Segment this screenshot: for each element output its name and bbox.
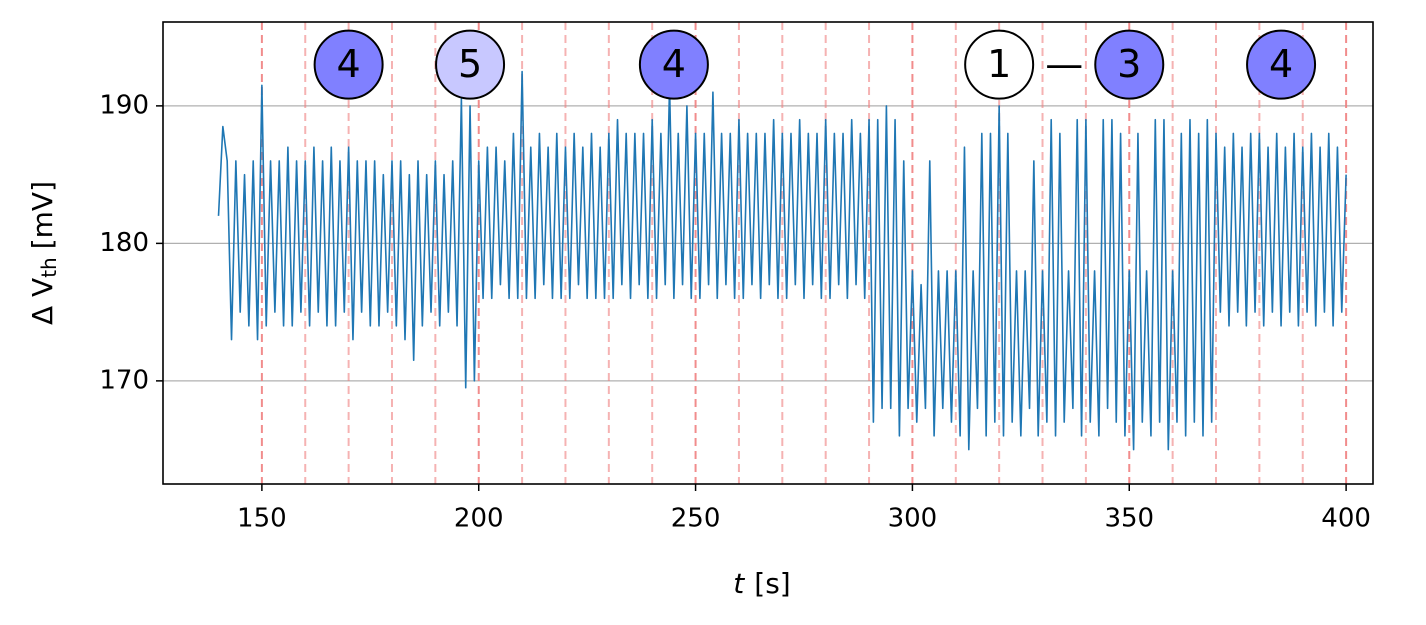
y-tick-label: 190 [99, 90, 149, 120]
state-badge [435, 29, 506, 100]
y-tick-label: 170 [99, 365, 149, 395]
state-badge [964, 29, 1035, 100]
x-label-var: t [733, 567, 745, 600]
y-axis-label: Δ Vth [mV] [26, 181, 61, 325]
x-tick-label: 400 [1321, 504, 1371, 534]
x-tick-label: 250 [671, 504, 721, 534]
y-label-main: Δ V [26, 278, 59, 325]
y-tick-label: 180 [99, 228, 149, 258]
x-tick-label: 200 [454, 504, 504, 534]
x-tick-label: 350 [1104, 504, 1154, 534]
state-badge [1246, 29, 1317, 100]
state-badge [313, 29, 384, 100]
x-label-unit: [s] [754, 567, 790, 600]
state-badge [1094, 29, 1165, 100]
x-tick-label: 150 [237, 504, 287, 534]
state-label: 1 [987, 42, 1011, 86]
x-axis-label: t [s] [733, 567, 790, 600]
state-label: 4 [1269, 42, 1293, 86]
data-line [217, 70, 1347, 451]
x-tick-label: 300 [888, 504, 938, 534]
state-label: — [1045, 42, 1083, 86]
y-label-unit: [mV] [26, 181, 59, 249]
state-label: 3 [1117, 42, 1141, 86]
y-label-sub: th [37, 257, 61, 278]
state-label: 4 [337, 42, 361, 86]
state-label: 5 [458, 42, 482, 86]
state-label: 4 [662, 42, 686, 86]
state-badge [638, 29, 709, 100]
plot-frame [162, 21, 1374, 485]
